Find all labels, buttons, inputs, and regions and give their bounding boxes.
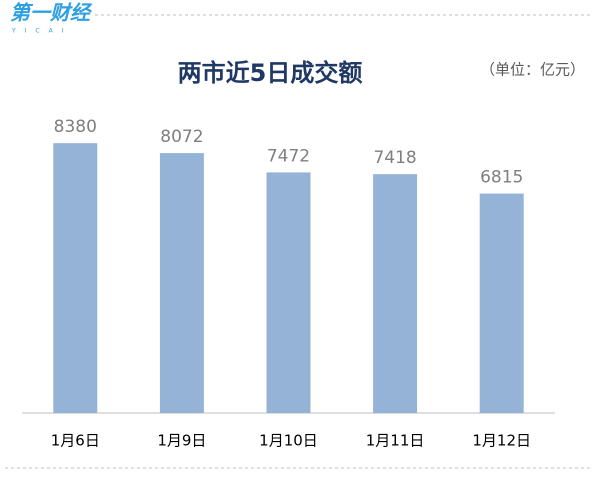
logo-sub: YICAI <box>11 28 73 35</box>
x-tick-label: 1月12日 <box>472 432 531 450</box>
bar <box>53 143 98 413</box>
data-label: 8380 <box>54 117 97 137</box>
data-label: 7418 <box>373 148 416 168</box>
bar <box>373 174 418 413</box>
data-label: 6815 <box>480 168 523 188</box>
x-tick-label: 1月9日 <box>157 432 206 450</box>
x-tick-label: 1月10日 <box>259 432 318 450</box>
logo-text: 第一财经 <box>10 1 93 25</box>
data-label: 7472 <box>267 146 310 166</box>
bar <box>479 193 524 413</box>
x-tick-label: 1月11日 <box>366 432 425 450</box>
data-label: 8072 <box>160 127 203 147</box>
x-tick-label: 1月6日 <box>51 432 100 450</box>
bar <box>159 153 204 413</box>
chart-title: 两市近5日成交额 <box>178 59 363 87</box>
bar <box>266 172 311 413</box>
unit-label: （单位：亿元） <box>480 61 585 79</box>
